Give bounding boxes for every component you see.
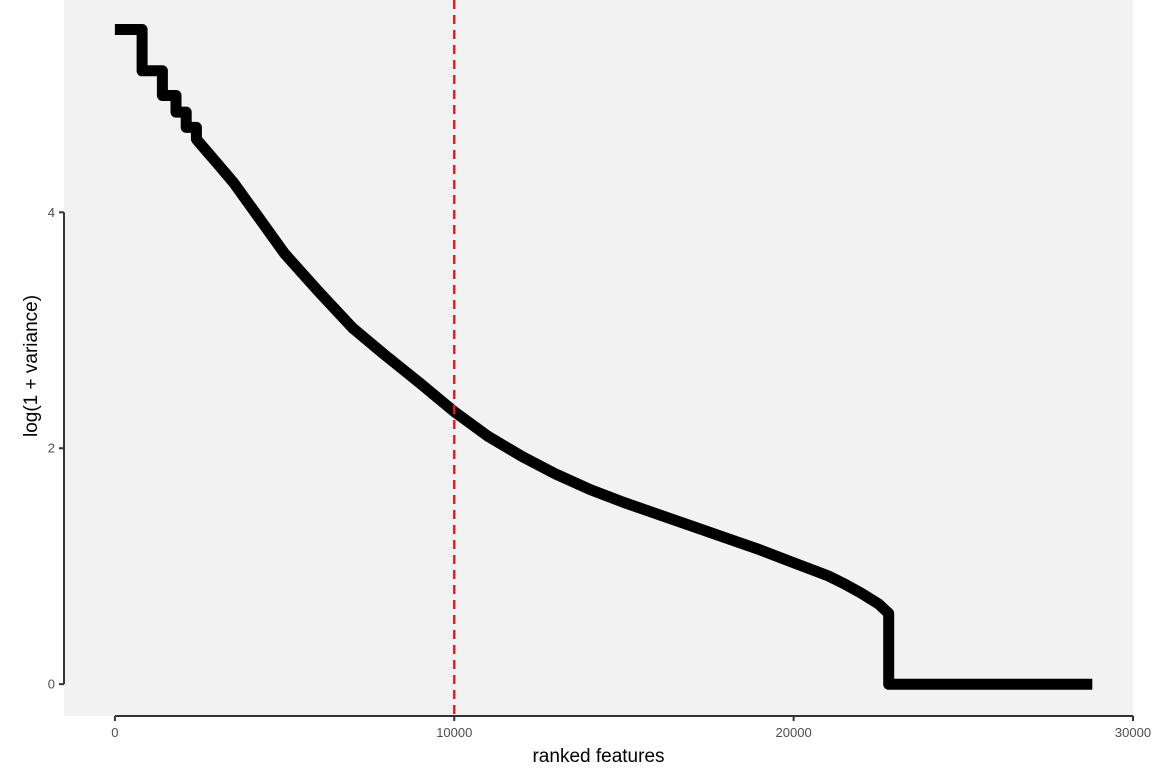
- x-axis-title: ranked features: [532, 746, 664, 767]
- series-layer: [114, 24, 1093, 690]
- y-axis-title: log(1 + variance): [21, 295, 42, 437]
- x-tick-label: 10000: [436, 725, 472, 740]
- y-tick-label: 2: [48, 441, 55, 456]
- y-tick-label: 4: [48, 205, 55, 220]
- x-tick-label: 0: [111, 725, 118, 740]
- x-tick-label: 30000: [1115, 725, 1151, 740]
- x-axis: 0 10000 20000 30000: [111, 715, 1151, 740]
- y-tick-label: 0: [48, 677, 55, 692]
- series-line-0: [114, 24, 1093, 690]
- y-axis: 0 2 4: [48, 205, 65, 692]
- plot-panel: [64, 0, 1133, 716]
- x-tick-label: 20000: [776, 725, 812, 740]
